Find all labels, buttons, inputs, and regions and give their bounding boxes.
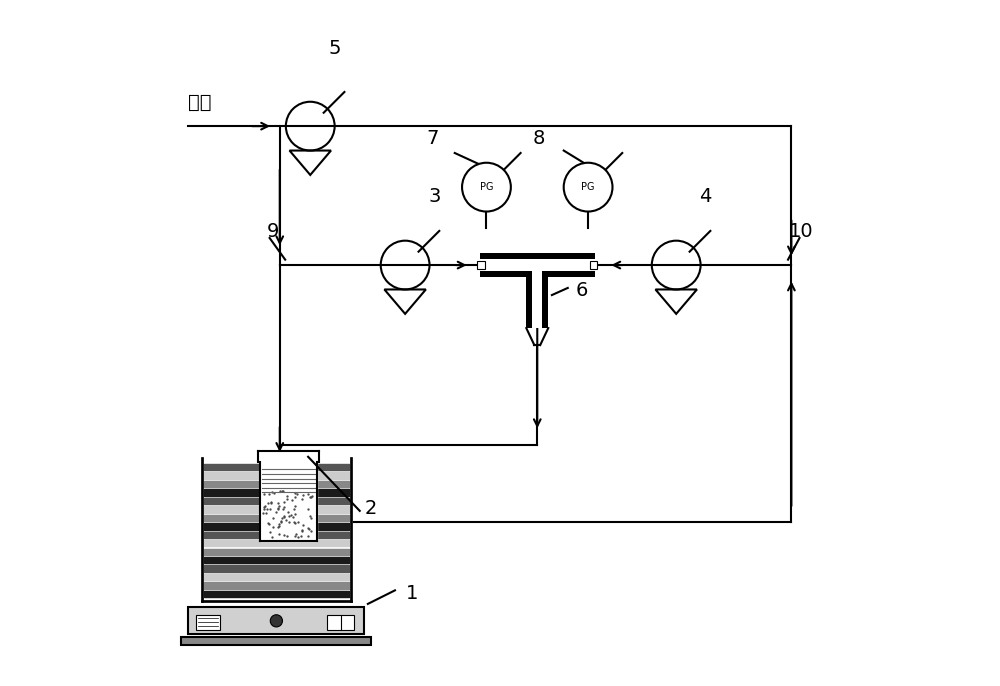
- Bar: [590, 261, 597, 269]
- Text: PG: PG: [581, 182, 595, 192]
- Text: 2: 2: [365, 499, 377, 517]
- Bar: [480, 253, 595, 277]
- Text: 7: 7: [427, 129, 439, 148]
- Text: 8: 8: [533, 129, 545, 148]
- Text: 9: 9: [267, 222, 279, 241]
- Bar: [196, 615, 220, 630]
- Circle shape: [462, 163, 511, 211]
- Text: 6: 6: [575, 281, 588, 300]
- Circle shape: [270, 615, 282, 627]
- Bar: [477, 261, 485, 269]
- Bar: [480, 259, 595, 271]
- Bar: [188, 607, 364, 635]
- Text: 1: 1: [406, 584, 418, 603]
- Text: 5: 5: [328, 38, 341, 58]
- Bar: [327, 615, 354, 630]
- Circle shape: [564, 163, 612, 211]
- Text: PG: PG: [480, 182, 493, 192]
- Text: 10: 10: [789, 222, 814, 241]
- Bar: [181, 637, 371, 646]
- Text: 4: 4: [699, 187, 712, 206]
- Bar: [526, 265, 548, 328]
- Text: 3: 3: [428, 187, 441, 206]
- Text: 空气: 空气: [188, 93, 212, 112]
- Bar: [532, 265, 542, 328]
